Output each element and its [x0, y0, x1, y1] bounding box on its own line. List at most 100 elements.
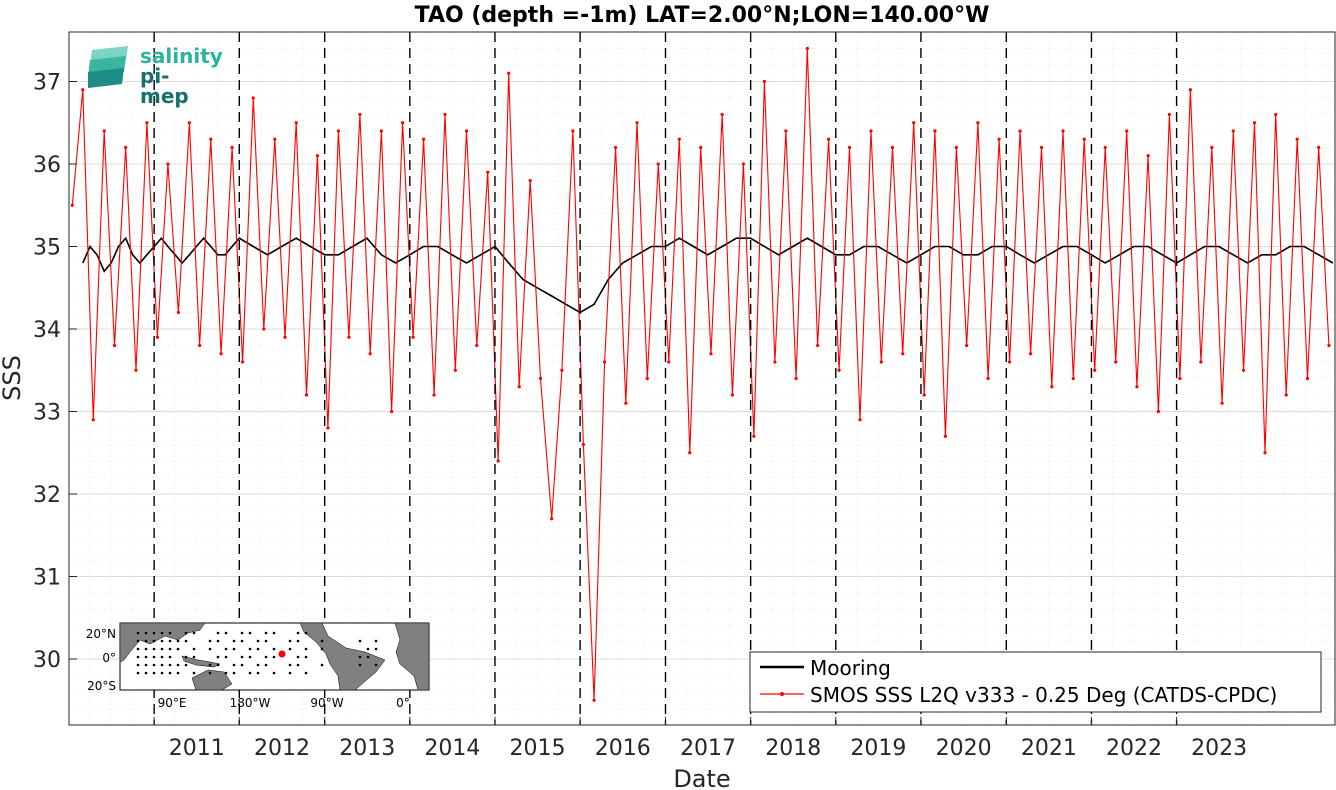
- series-smos-point: [91, 418, 95, 422]
- inset-map-mooring-dot: [264, 655, 268, 659]
- inset-xtick-label: 90°W: [310, 696, 343, 710]
- series-smos-point: [730, 393, 735, 397]
- inset-map-mooring-dot: [136, 647, 140, 651]
- series-smos-point: [912, 121, 916, 125]
- series-smos-point: [209, 137, 213, 141]
- inset-map-mooring-dot: [160, 655, 164, 659]
- inset-map-mooring-dot: [374, 647, 378, 651]
- inset-map-mooring-dot: [152, 631, 156, 635]
- series-smos-point: [571, 129, 575, 133]
- legend-box: [749, 651, 1322, 713]
- series-smos-point: [1317, 145, 1321, 150]
- inset-map-mooring-dot: [240, 639, 244, 643]
- inset-map-mooring-dot: [144, 639, 148, 643]
- x-tick-label: 2023: [1191, 736, 1247, 761]
- series-smos-point: [645, 376, 649, 381]
- series-smos-point: [443, 112, 447, 117]
- series-smos-point: [273, 137, 277, 141]
- series-smos-point: [464, 129, 469, 133]
- y-tick-label: 35: [33, 236, 61, 261]
- series-smos-point: [1210, 145, 1214, 150]
- series-smos-point: [677, 137, 681, 141]
- series-smos-point: [943, 434, 948, 438]
- inset-map-mooring-dot: [256, 663, 260, 667]
- y-tick-label: 31: [33, 566, 61, 591]
- inset-map-mooring-dot: [176, 671, 180, 675]
- y-tick-label: 37: [33, 71, 61, 96]
- inset-map-mooring-dot: [152, 671, 156, 675]
- series-smos-point: [1028, 352, 1033, 356]
- series-smos-point: [528, 178, 532, 183]
- inset-map-mooring-dot: [152, 663, 156, 667]
- inset-map-mooring-dot: [224, 631, 228, 635]
- series-smos-point: [858, 418, 862, 422]
- inset-map-mooring-dot: [232, 639, 236, 643]
- inset-map-mooring-dot: [216, 655, 220, 659]
- inset-map-mooring-dot: [184, 663, 188, 667]
- series-smos-point: [315, 154, 320, 158]
- legend-label-mooring: Mooring: [810, 656, 891, 680]
- x-tick-label: 2021: [1021, 736, 1077, 761]
- inset-map-mooring-dot: [224, 671, 228, 675]
- series-smos-point: [667, 360, 671, 364]
- inset-map-mooring-dot: [216, 639, 220, 643]
- inset-map-mooring-dot: [160, 663, 164, 667]
- series-smos-point: [1305, 376, 1310, 381]
- inset-map-mooring-dot: [374, 663, 378, 667]
- x-tick-label: 2012: [254, 736, 310, 761]
- series-smos-point: [400, 121, 405, 125]
- inset-map-mooring-dot: [288, 647, 292, 651]
- series-smos-point: [1093, 368, 1097, 372]
- inset-map-mooring-dot: [232, 671, 236, 675]
- inset-map-moorings: [136, 631, 378, 675]
- series-smos-point: [784, 129, 788, 133]
- inset-map-mooring-dot: [264, 639, 268, 643]
- series-smos-point: [635, 121, 639, 125]
- inset-map-mooring-dot: [144, 655, 148, 659]
- inset-map-mooring-dot: [192, 631, 196, 635]
- series-smos-point: [187, 121, 191, 125]
- inset-map-mooring-dot: [136, 639, 140, 643]
- inset-map-mooring-dot: [304, 655, 308, 659]
- inset-map-mooring-dot: [224, 647, 228, 651]
- y-tick-label: 32: [33, 483, 61, 508]
- series-smos-point: [1231, 129, 1235, 133]
- inset-xtick-label: 0°: [396, 696, 410, 710]
- inset-map-mooring-dot: [136, 671, 140, 675]
- series-smos-point: [965, 343, 969, 348]
- inset-map-mooring-dot: [296, 663, 300, 667]
- salinity-pi-mep-logo: salinity pi-mep: [88, 46, 223, 106]
- series-smos-point: [741, 162, 746, 166]
- series-smos-point: [251, 96, 255, 100]
- series-smos-point: [933, 129, 937, 133]
- series-smos-point: [1327, 343, 1331, 348]
- inset-map-mooring-dot: [208, 671, 212, 675]
- inset-map-mooring-dot: [168, 647, 172, 651]
- inset-xtick-label: 90°E: [158, 696, 187, 710]
- series-smos-point: [283, 335, 287, 339]
- inset-map-mooring-dot: [366, 655, 370, 659]
- inset-map-mooring-dot: [296, 655, 300, 659]
- series-smos-point: [720, 112, 724, 117]
- series-smos-point: [603, 360, 607, 364]
- series-smos-point: [922, 393, 926, 397]
- y-tick-label: 33: [33, 401, 61, 426]
- series-smos-point: [240, 360, 245, 364]
- x-tick-label: 2020: [936, 736, 992, 761]
- series-smos-point: [1178, 376, 1182, 381]
- series-smos-point: [538, 376, 543, 381]
- series-smos-point: [1274, 112, 1278, 117]
- series-smos-point: [453, 368, 457, 372]
- series-smos-point: [124, 145, 128, 150]
- series-smos-point: [102, 129, 106, 133]
- legend-label-smos: SMOS SSS L2Q v333 - 0.25 Deg (CATDS-CPDC…: [810, 683, 1277, 707]
- series-smos-point: [815, 343, 820, 348]
- series-smos-point: [709, 352, 713, 356]
- series-smos-point: [1199, 360, 1203, 364]
- inset-map-mooring-dot: [366, 647, 370, 651]
- series-smos-point: [1103, 145, 1107, 150]
- inset-map-mooring-dot: [248, 631, 252, 635]
- inset-map-mooring-dot: [152, 639, 156, 643]
- inset-map-mooring-dot: [168, 639, 172, 643]
- series-smos-point: [507, 71, 511, 75]
